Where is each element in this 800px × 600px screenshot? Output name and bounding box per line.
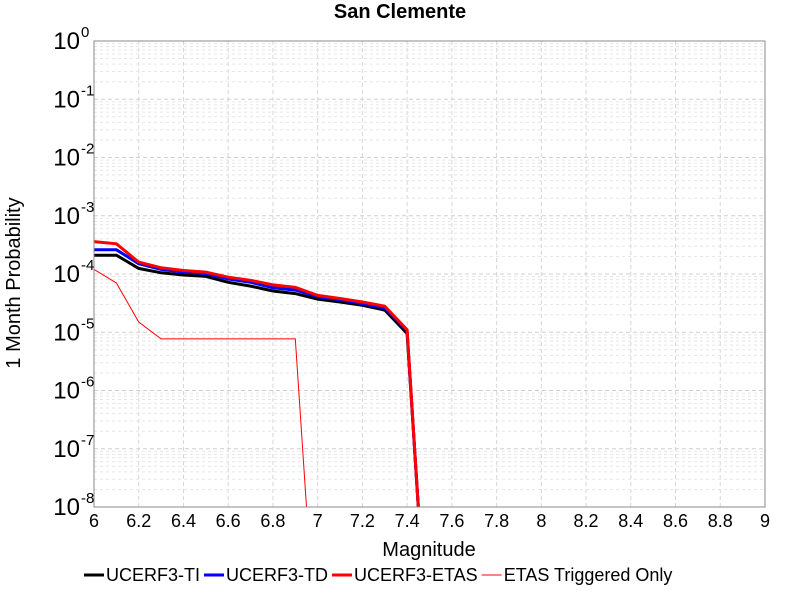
x-tick-label: 7.2 (350, 511, 375, 531)
x-tick-label: 7.8 (484, 511, 509, 531)
x-tick-label: 8.8 (708, 511, 733, 531)
y-tick-label: 10 -6 (53, 374, 94, 405)
y-tick-base: 10 (53, 378, 80, 405)
y-tick-label: 10 -2 (53, 141, 94, 172)
x-tick-label: 6 (89, 511, 99, 531)
y-tick-exponent: -7 (81, 432, 94, 449)
y-tick-base: 10 (53, 261, 80, 288)
y-axis-label: 1 Month Probability (3, 197, 25, 368)
plot-frame (93, 40, 766, 508)
y-tick-label: 10 -7 (53, 432, 94, 463)
legend: UCERF3-TI UCERF3-TD UCERF3-ETAS ETAS Trigge… (84, 565, 672, 585)
y-tick-base: 10 (53, 494, 80, 521)
series-line-ucerf3-etas (93, 240, 420, 508)
y-tick-exponent: -1 (81, 82, 94, 99)
y-tick-exponent: -6 (81, 374, 94, 391)
y-tick-exponent: -4 (81, 257, 94, 274)
series-line-etas-triggered-only (93, 268, 307, 508)
x-tick-label: 6.8 (260, 511, 285, 531)
y-tick-exponent: -2 (81, 141, 94, 158)
legend-label: UCERF3-TD (226, 565, 328, 585)
legend-label: ETAS Triggered Only (504, 565, 673, 585)
legend-label: UCERF3-TI (106, 565, 200, 585)
y-tick-base: 10 (53, 436, 80, 463)
series-layer (93, 240, 420, 508)
legend-label: UCERF3-ETAS (354, 565, 478, 585)
x-tick-label: 6.4 (171, 511, 196, 531)
x-tick-label: 9 (760, 511, 770, 531)
x-tick-label: 7.6 (439, 511, 464, 531)
y-tick-exponent: -8 (81, 490, 94, 507)
y-tick-label: 10 0 (53, 24, 89, 55)
y-tick-label: 10 -5 (53, 315, 94, 346)
chart-title: San Clemente (334, 1, 466, 23)
x-tick-label: 7 (313, 511, 323, 531)
y-tick-label: 10 -4 (53, 257, 94, 288)
y-tick-base: 10 (53, 203, 80, 230)
grid (93, 40, 766, 508)
x-tick-label: 7.4 (395, 511, 420, 531)
x-tick-label: 8.2 (574, 511, 599, 531)
series-line-ucerf3-td (94, 248, 420, 508)
y-tick-base: 10 (53, 319, 80, 346)
y-tick-label: 10 -1 (53, 82, 94, 113)
x-tick-label: 8.4 (618, 511, 643, 531)
y-tick-base: 10 (53, 86, 80, 113)
x-tick-label: 8 (536, 511, 546, 531)
series-line-ucerf3-ti (94, 253, 420, 508)
y-tick-exponent: 0 (81, 24, 89, 41)
y-tick-base: 10 (53, 145, 80, 172)
y-tick-label: 10 -3 (53, 199, 94, 230)
y-tick-label: 10 -8 (53, 490, 94, 521)
x-axis-label: Magnitude (382, 539, 475, 561)
x-tick-label: 8.6 (663, 511, 688, 531)
x-tick-label: 6.6 (216, 511, 241, 531)
x-tick-label: 6.2 (126, 511, 151, 531)
y-tick-exponent: -5 (81, 315, 94, 332)
y-tick-base: 10 (53, 28, 80, 55)
y-tick-exponent: -3 (81, 199, 94, 216)
x-tick-labels: 6 6.2 6.4 6.6 6.8 7 7.2 7.4 7.6 7.8 8 8.2 8.4 8.6 8.8 9 (89, 511, 770, 531)
